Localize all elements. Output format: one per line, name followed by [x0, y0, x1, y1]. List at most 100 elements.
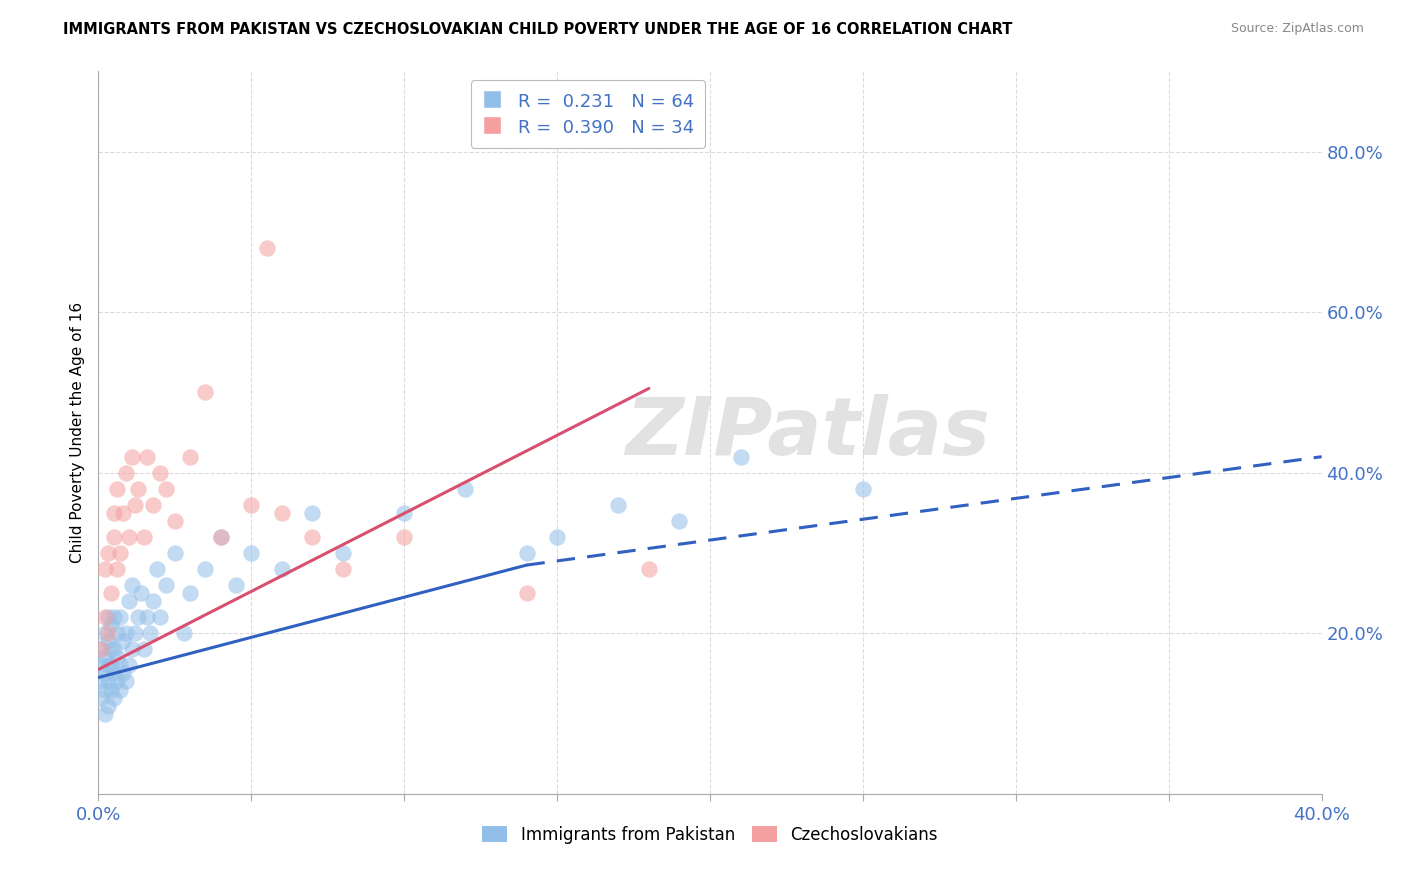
Point — [97, 674, 120, 689]
Point — [93, 706, 115, 721]
Point — [256, 241, 278, 255]
Point — [209, 530, 232, 544]
Point — [173, 626, 195, 640]
Point — [142, 498, 165, 512]
Point — [129, 586, 152, 600]
Point — [194, 385, 217, 400]
Text: IMMIGRANTS FROM PAKISTAN VS CZECHOSLOVAKIAN CHILD POVERTY UNDER THE AGE OF 16 CO: IMMIGRANTS FROM PAKISTAN VS CZECHOSLOVAK… — [63, 22, 1012, 37]
Point — [392, 530, 416, 544]
Point — [240, 498, 263, 512]
Point — [163, 514, 186, 528]
Point — [90, 642, 112, 657]
Point — [163, 546, 186, 560]
Point — [108, 658, 131, 673]
Point — [115, 466, 138, 480]
Point — [111, 506, 134, 520]
Legend: Immigrants from Pakistan, Czechoslovakians: Immigrants from Pakistan, Czechoslovakia… — [475, 819, 945, 851]
Point — [93, 682, 115, 697]
Point — [90, 642, 112, 657]
Point — [155, 578, 177, 592]
Point — [97, 610, 120, 624]
Point — [139, 626, 162, 640]
Point — [142, 594, 165, 608]
Point — [121, 450, 143, 464]
Text: Source: ZipAtlas.com: Source: ZipAtlas.com — [1230, 22, 1364, 36]
Point — [607, 498, 630, 512]
Point — [108, 610, 131, 624]
Point — [118, 530, 141, 544]
Point — [97, 546, 120, 560]
Point — [454, 482, 477, 496]
Point — [136, 450, 159, 464]
Point — [270, 506, 292, 520]
Point — [103, 506, 125, 520]
Point — [115, 674, 138, 689]
Point — [124, 498, 146, 512]
Point — [209, 530, 232, 544]
Point — [134, 642, 156, 657]
Point — [105, 626, 128, 640]
Point — [145, 562, 167, 576]
Point — [97, 658, 120, 673]
Point — [136, 610, 159, 624]
Point — [240, 546, 263, 560]
Point — [93, 626, 115, 640]
Point — [97, 698, 120, 713]
Point — [121, 642, 143, 657]
Point — [637, 562, 661, 576]
Point — [546, 530, 568, 544]
Point — [516, 546, 538, 560]
Point — [516, 586, 538, 600]
Point — [179, 586, 201, 600]
Point — [108, 546, 131, 560]
Point — [93, 650, 115, 665]
Y-axis label: Child Poverty Under the Age of 16: Child Poverty Under the Age of 16 — [70, 302, 86, 563]
Text: ZIPatlas: ZIPatlas — [626, 393, 990, 472]
Point — [100, 586, 122, 600]
Point — [127, 482, 149, 496]
Point — [93, 610, 115, 624]
Point — [90, 690, 112, 705]
Point — [332, 562, 354, 576]
Point — [90, 658, 112, 673]
Point — [97, 626, 120, 640]
Point — [194, 562, 217, 576]
Point — [111, 666, 134, 681]
Point — [668, 514, 690, 528]
Point — [155, 482, 177, 496]
Point — [124, 626, 146, 640]
Point — [103, 690, 125, 705]
Point — [103, 610, 125, 624]
Point — [118, 594, 141, 608]
Point — [103, 642, 125, 657]
Point — [332, 546, 354, 560]
Point — [93, 562, 115, 576]
Point — [108, 682, 131, 697]
Point — [103, 666, 125, 681]
Point — [149, 610, 172, 624]
Point — [105, 650, 128, 665]
Point — [121, 578, 143, 592]
Point — [730, 450, 752, 464]
Point — [134, 530, 156, 544]
Point — [97, 634, 120, 648]
Point — [100, 618, 122, 632]
Point — [89, 674, 111, 689]
Point — [100, 642, 122, 657]
Point — [392, 506, 416, 520]
Point — [127, 610, 149, 624]
Point — [118, 658, 141, 673]
Point — [105, 674, 128, 689]
Point — [111, 634, 134, 648]
Point — [115, 626, 138, 640]
Point — [100, 682, 122, 697]
Point — [105, 562, 128, 576]
Point — [270, 562, 292, 576]
Point — [852, 482, 875, 496]
Point — [93, 666, 115, 681]
Point — [225, 578, 247, 592]
Point — [100, 658, 122, 673]
Point — [301, 506, 323, 520]
Point — [149, 466, 172, 480]
Point — [103, 530, 125, 544]
